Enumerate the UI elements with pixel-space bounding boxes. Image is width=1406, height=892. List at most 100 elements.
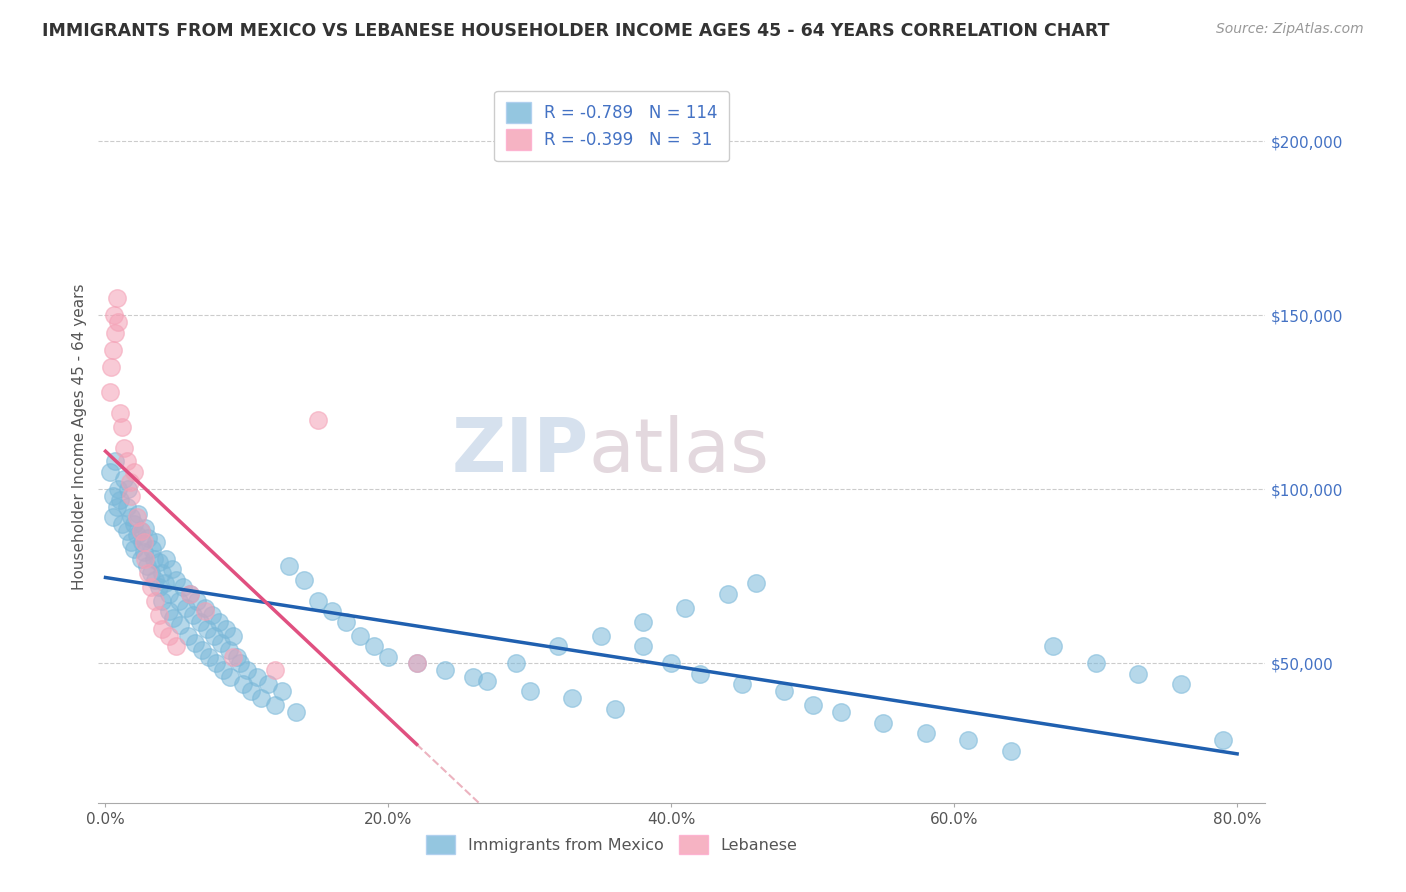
Text: IMMIGRANTS FROM MEXICO VS LEBANESE HOUSEHOLDER INCOME AGES 45 - 64 YEARS CORRELA: IMMIGRANTS FROM MEXICO VS LEBANESE HOUSE… bbox=[42, 22, 1109, 40]
Point bbox=[143, 594, 166, 608]
Point bbox=[112, 441, 135, 455]
Point bbox=[120, 534, 142, 549]
Point bbox=[631, 639, 654, 653]
Point bbox=[200, 607, 222, 622]
Point bbox=[264, 698, 287, 713]
Point bbox=[172, 580, 194, 594]
Point bbox=[107, 483, 129, 497]
Point bbox=[143, 573, 166, 587]
Point bbox=[335, 615, 357, 629]
Point bbox=[405, 657, 427, 671]
Point bbox=[120, 489, 142, 503]
Point bbox=[433, 664, 456, 678]
Point bbox=[108, 406, 131, 420]
Point bbox=[98, 465, 121, 479]
Point bbox=[165, 639, 187, 653]
Point bbox=[773, 684, 796, 698]
Point bbox=[134, 552, 156, 566]
Point bbox=[134, 521, 156, 535]
Point bbox=[321, 604, 343, 618]
Point bbox=[1000, 743, 1022, 757]
Point bbox=[100, 360, 122, 375]
Point bbox=[120, 510, 142, 524]
Point bbox=[188, 615, 211, 629]
Point bbox=[181, 607, 204, 622]
Point bbox=[122, 541, 145, 556]
Point bbox=[162, 611, 184, 625]
Point bbox=[218, 642, 240, 657]
Point bbox=[101, 510, 124, 524]
Point bbox=[589, 629, 612, 643]
Point bbox=[174, 600, 197, 615]
Point bbox=[1212, 733, 1234, 747]
Point bbox=[208, 615, 231, 629]
Point bbox=[1042, 639, 1064, 653]
Point bbox=[183, 635, 205, 649]
Point bbox=[176, 629, 198, 643]
Point bbox=[957, 733, 980, 747]
Point bbox=[115, 454, 138, 468]
Point bbox=[127, 507, 149, 521]
Point bbox=[98, 384, 121, 399]
Point bbox=[122, 465, 145, 479]
Text: Source: ZipAtlas.com: Source: ZipAtlas.com bbox=[1216, 22, 1364, 37]
Point bbox=[250, 691, 273, 706]
Point bbox=[112, 472, 135, 486]
Point bbox=[148, 607, 170, 622]
Point bbox=[105, 291, 128, 305]
Point bbox=[675, 600, 697, 615]
Point bbox=[115, 500, 138, 514]
Point bbox=[111, 517, 134, 532]
Point bbox=[202, 629, 225, 643]
Point bbox=[142, 552, 165, 566]
Point bbox=[285, 705, 308, 719]
Point bbox=[139, 566, 162, 580]
Point bbox=[105, 500, 128, 514]
Point bbox=[745, 576, 768, 591]
Point bbox=[104, 326, 127, 340]
Point bbox=[167, 594, 190, 608]
Point bbox=[129, 552, 152, 566]
Point bbox=[190, 642, 212, 657]
Point bbox=[125, 510, 148, 524]
Legend: Immigrants from Mexico, Lebanese: Immigrants from Mexico, Lebanese bbox=[419, 829, 804, 861]
Point bbox=[278, 558, 301, 573]
Point bbox=[115, 524, 138, 538]
Point bbox=[307, 412, 329, 426]
Point bbox=[222, 629, 245, 643]
Point bbox=[405, 657, 427, 671]
Point bbox=[186, 594, 208, 608]
Point bbox=[132, 534, 155, 549]
Point bbox=[519, 684, 541, 698]
Point bbox=[111, 419, 134, 434]
Point bbox=[125, 527, 148, 541]
Point bbox=[915, 726, 938, 740]
Point bbox=[160, 562, 183, 576]
Point bbox=[830, 705, 852, 719]
Point bbox=[215, 622, 238, 636]
Point bbox=[179, 587, 201, 601]
Point bbox=[129, 524, 152, 538]
Point bbox=[197, 649, 219, 664]
Point bbox=[108, 492, 131, 507]
Point bbox=[136, 531, 159, 545]
Point bbox=[219, 670, 242, 684]
Point bbox=[145, 534, 167, 549]
Point bbox=[148, 556, 170, 570]
Point bbox=[603, 702, 626, 716]
Point bbox=[131, 534, 153, 549]
Point bbox=[363, 639, 385, 653]
Point bbox=[141, 541, 163, 556]
Point bbox=[122, 517, 145, 532]
Text: atlas: atlas bbox=[589, 415, 769, 488]
Point bbox=[117, 483, 139, 497]
Point bbox=[307, 594, 329, 608]
Point bbox=[150, 594, 173, 608]
Point bbox=[139, 580, 162, 594]
Point bbox=[659, 657, 682, 671]
Point bbox=[271, 684, 294, 698]
Point bbox=[349, 629, 371, 643]
Point bbox=[157, 587, 180, 601]
Point bbox=[561, 691, 583, 706]
Point bbox=[236, 664, 259, 678]
